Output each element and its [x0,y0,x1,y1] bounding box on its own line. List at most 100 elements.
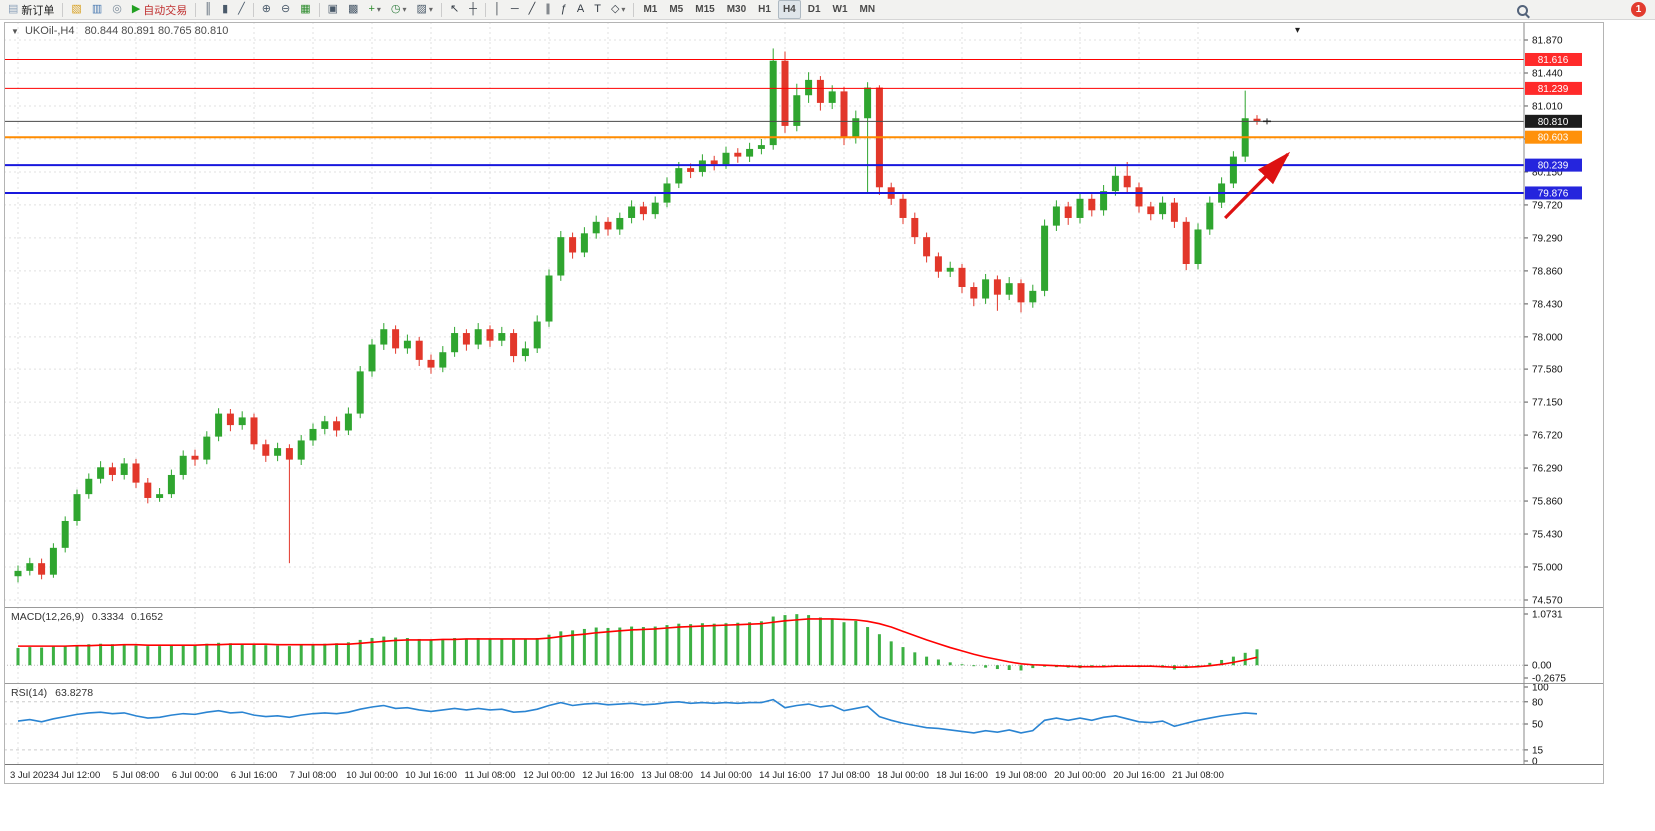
price-badges: 81.616 81.239 80.810 80.603 80.239 79.876 [1525,52,1582,200]
market-watch-icon: ▥ [91,3,103,15]
svg-text:81.616: 81.616 [1538,55,1569,66]
svg-text:79.290: 79.290 [1532,233,1563,244]
svg-text:0: 0 [1532,757,1538,768]
svg-text:14 Jul 00:00: 14 Jul 00:00 [700,770,752,781]
chevron-down-icon[interactable]: ▾ [1295,25,1301,36]
navigator-button[interactable]: ◎ [108,0,126,19]
svg-text:14 Jul 16:00: 14 Jul 16:00 [759,770,811,781]
svg-text:78.000: 78.000 [1532,332,1563,343]
collapse-chart-icon[interactable]: ▼ [11,27,19,36]
charts-profile-icon: ▧ [71,3,82,15]
shapes-button[interactable]: ◇ ▾ [607,0,629,19]
svg-text:80.810: 80.810 [1538,117,1569,128]
svg-text:18 Jul 00:00: 18 Jul 00:00 [877,770,929,781]
arrange-charts-button[interactable]: ▣ [324,0,342,19]
svg-text:80.603: 80.603 [1538,133,1569,144]
templates-button[interactable]: ▨ ▾ [413,0,437,19]
chevron-down-icon[interactable]: ▾ [376,5,381,14]
timeframe-m15-label: M15 [695,4,715,15]
grid [4,22,1524,764]
frame [4,22,1604,784]
chevron-down-icon[interactable]: ▾ [428,5,433,14]
svg-text:5 Jul 08:00: 5 Jul 08:00 [113,770,159,781]
chevron-down-icon[interactable]: ▾ [402,5,407,14]
svg-text:78.860: 78.860 [1532,266,1563,277]
timeframe-m1[interactable]: M1 [638,0,662,19]
crosshair-button[interactable]: ┼ [465,0,481,19]
auto-trading-button[interactable]: ▶ 自动交易 [128,0,191,19]
fibonacci-icon: ƒ [560,3,567,15]
cursor-button[interactable]: ↖ [446,0,463,19]
svg-text:77.150: 77.150 [1532,398,1563,409]
timeframe-mn-label: MN [859,4,876,15]
toolbar-separator [62,2,64,17]
svg-text:18 Jul 16:00: 18 Jul 16:00 [936,770,988,781]
toolbar-separator [195,2,197,17]
svg-text:17 Jul 08:00: 17 Jul 08:00 [818,770,870,781]
notification-badge[interactable]: 1 [1631,2,1646,17]
chevron-down-icon[interactable]: ▾ [621,5,626,14]
symbol-period-label: UKOil-,H4 [24,25,75,37]
timeframe-d1[interactable]: D1 [803,0,826,19]
timeframe-m15[interactable]: M15 [690,0,719,19]
svg-text:77.580: 77.580 [1532,365,1563,376]
vertical-line-icon: │ [493,3,501,15]
rsi-pane: 100 80 50 150 [4,683,1549,768]
trendline-button[interactable]: ╱ [525,0,540,19]
vertical-line-button[interactable]: │ [490,0,505,19]
periods-button[interactable]: ◷ ▾ [387,0,411,19]
macd-indicator-label: MACD(12,26,9) 0.3334 0.1652 [11,611,163,623]
new-chart-button[interactable]: + ▾ [364,0,384,19]
timeframe-h4[interactable]: H4 [777,0,801,19]
svg-text:-0.2675: -0.2675 [1532,674,1566,685]
cascade-charts-button[interactable]: ▩ [344,0,362,19]
zoom-out-button[interactable]: ⊖ [277,0,294,19]
timeframe-h1[interactable]: H1 [753,0,776,19]
text-button[interactable]: A [573,0,588,19]
svg-text:81.870: 81.870 [1532,36,1563,47]
line-chart-button[interactable]: ╱ [234,0,249,19]
svg-text:81.239: 81.239 [1538,84,1569,95]
auto-trading-icon: ▶ [131,3,141,15]
svg-text:80: 80 [1532,697,1544,708]
cascade-charts-icon: ▩ [348,3,359,15]
svg-text:75.860: 75.860 [1532,497,1563,508]
svg-text:3 Jul 2023: 3 Jul 2023 [10,770,54,781]
new-order-button[interactable]: ▤ 新订单 [4,0,58,19]
candlestick-chart-button[interactable]: ▮ [218,0,232,19]
charts-profile-button[interactable]: ▧ [67,0,85,19]
svg-text:79.720: 79.720 [1532,200,1563,211]
templates-icon: ▨ [416,3,427,15]
horizontal-line-button[interactable]: ─ [507,0,523,19]
market-watch-button[interactable]: ▥ [88,0,106,19]
timeframe-mn[interactable]: MN [855,0,881,19]
zoom-in-button[interactable]: ⊕ [258,0,275,19]
svg-text:78.430: 78.430 [1532,299,1563,310]
svg-text:80.239: 80.239 [1538,161,1569,172]
text-label-button[interactable]: T [590,0,605,19]
timeframe-m5-label: M5 [669,4,684,15]
toolbar-separator [252,2,254,17]
chart-canvas[interactable]: 81.87081.44081.01080.58080.15079.72079.2… [4,22,1604,784]
macd-pane: 1.0731 0.00 -0.2675 [4,610,1566,685]
text-icon: A [576,3,585,15]
last-price-marker [1263,118,1271,125]
timeframe-w1[interactable]: W1 [828,0,853,19]
timeframe-m30[interactable]: M30 [722,0,751,19]
zoom-in-icon: ⊕ [261,3,271,15]
timeframe-m5[interactable]: M5 [664,0,688,19]
candles [14,48,1261,583]
tile-windows-icon: ▦ [300,3,311,15]
svg-text:21 Jul 08:00: 21 Jul 08:00 [1172,770,1224,781]
shapes-icon: ◇ [610,3,620,15]
cursor-icon: ↖ [449,3,460,15]
search-button[interactable] [1513,1,1532,20]
equidistant-channel-button[interactable]: ∥ [541,0,555,19]
svg-text:6 Jul 00:00: 6 Jul 00:00 [172,770,218,781]
timeframe-h4-label: H4 [782,4,796,15]
fibonacci-button[interactable]: ƒ [557,0,571,19]
svg-text:19 Jul 08:00: 19 Jul 08:00 [995,770,1047,781]
toolbar-separator [318,2,320,17]
tile-windows-button[interactable]: ▦ [296,0,314,19]
bar-chart-button[interactable]: ║ [200,0,216,19]
